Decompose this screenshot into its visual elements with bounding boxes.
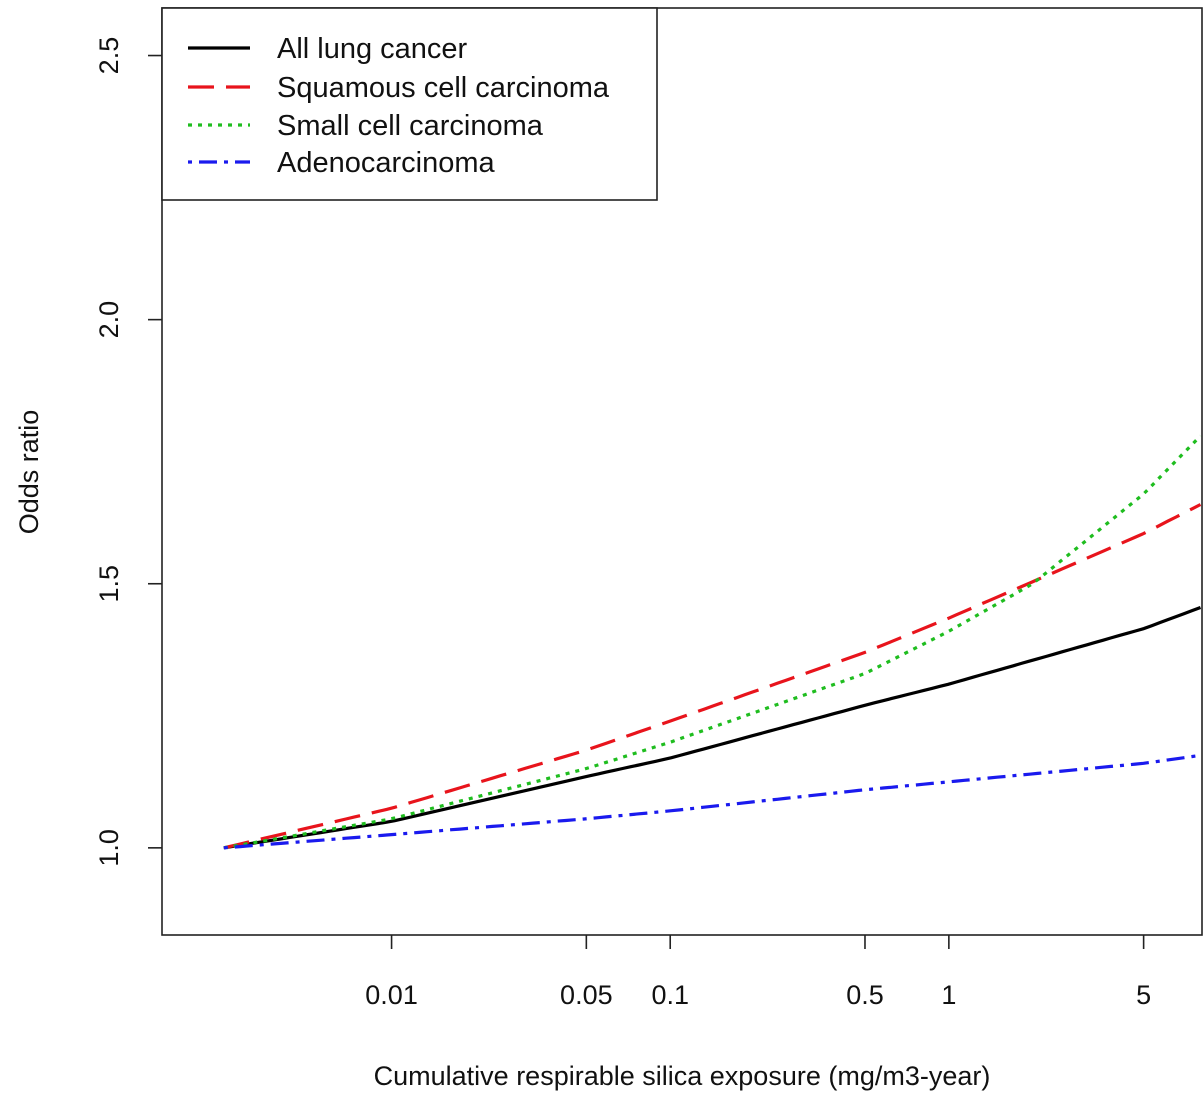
legend-label-squamous-cell-carcinoma: Squamous cell carcinoma bbox=[277, 72, 610, 104]
y-axis: 1.0 1.5 2.0 2.5 bbox=[94, 37, 162, 867]
y-tick-label: 1.0 bbox=[94, 829, 124, 867]
y-tick-label: 2.0 bbox=[94, 301, 124, 339]
series-layer bbox=[223, 434, 1202, 850]
x-tick-label: 5 bbox=[1136, 980, 1151, 1010]
x-tick-label: 0.05 bbox=[560, 980, 613, 1010]
series-line-all-lung-cancer bbox=[223, 605, 1202, 850]
legend-label-all-lung-cancer: All lung cancer bbox=[277, 33, 468, 65]
x-tick-label: 0.1 bbox=[651, 980, 689, 1010]
legend: All lung cancer Squamous cell carcinoma … bbox=[161, 7, 658, 201]
y-tick-label: 2.5 bbox=[94, 37, 124, 75]
series-line-small-cell-carcinoma bbox=[223, 434, 1202, 850]
legend-label-adenocarcinoma: Adenocarcinoma bbox=[277, 147, 495, 179]
x-tick-label: 1 bbox=[941, 980, 956, 1010]
x-tick-label: 0.01 bbox=[365, 980, 418, 1010]
x-tick-label: 0.5 bbox=[846, 980, 884, 1010]
x-axis-title: Cumulative respirable silica exposure (m… bbox=[374, 1061, 991, 1091]
series-line-squamous-cell-carcinoma bbox=[223, 503, 1202, 850]
x-axis: 0.01 0.05 0.1 0.5 1 5 bbox=[365, 935, 1151, 1010]
legend-label-small-cell-carcinoma: Small cell carcinoma bbox=[277, 110, 544, 142]
plot-frame bbox=[161, 7, 1203, 936]
y-axis-title: Odds ratio bbox=[14, 410, 44, 535]
y-tick-label: 1.5 bbox=[94, 565, 124, 603]
legend-box bbox=[161, 7, 658, 201]
series-line-adenocarcinoma bbox=[223, 753, 1201, 850]
